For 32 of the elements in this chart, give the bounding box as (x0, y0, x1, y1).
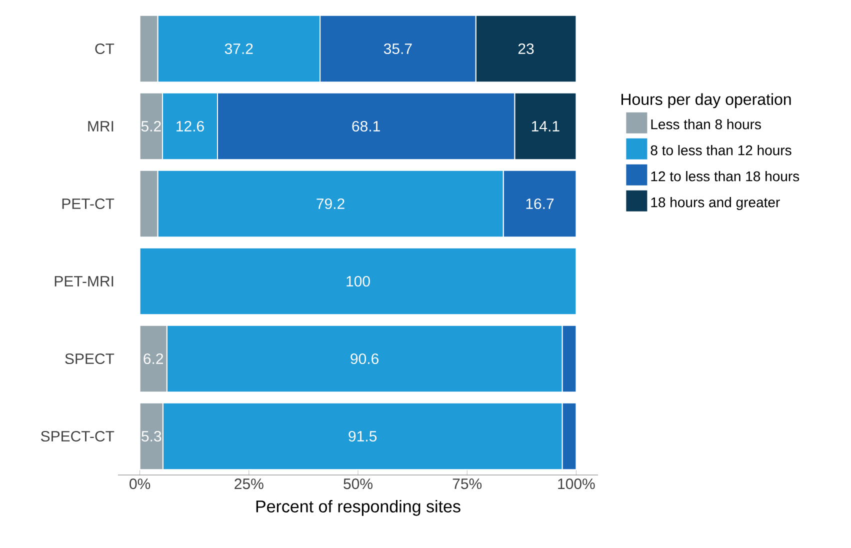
x-tick-label: 50% (344, 478, 372, 490)
x-tick-label: 75% (452, 478, 482, 490)
data-label: 79.2 (316, 198, 344, 210)
legend-label: Less than 8 hours (651, 119, 761, 130)
legend-label: 8 to less than 12 hours (650, 145, 792, 156)
y-tick-label: PET-MRI (54, 276, 114, 286)
y-tick-label: SPECT (65, 353, 114, 364)
data-label: 68.1 (352, 120, 380, 132)
data-label: 90.6 (350, 353, 378, 364)
data-label: 12.6 (176, 120, 204, 132)
legend-label: 18 hours and greater (651, 197, 780, 210)
data-label: 37.2 (224, 43, 253, 54)
x-axis-title: Percent of responding sites (256, 500, 460, 516)
x-tick-label: 0% (130, 478, 150, 490)
data-label: 5.2 (141, 120, 161, 132)
legend-title: Hours per day operation (622, 93, 791, 108)
data-label: 35.7 (384, 43, 412, 54)
data-label: 14.1 (532, 121, 560, 132)
x-tick-label: 25% (234, 478, 264, 490)
bar (139, 247, 577, 316)
y-tick-label: MRI (88, 121, 114, 132)
data-label: 16.7 (526, 198, 554, 210)
legend-label: 12 to less than 18 hours (651, 171, 800, 182)
data-label: 6.2 (144, 353, 164, 364)
data-label: 91.5 (348, 430, 377, 442)
y-tick-label: SPECT-CT (40, 430, 114, 442)
x-tick-label: 100% (558, 478, 595, 490)
y-tick-label: CT (95, 43, 114, 54)
y-tick-label: PET-CT (62, 198, 114, 210)
data-label: 100 (346, 276, 370, 287)
data-label: 5.3 (142, 430, 162, 442)
data-label: 23 (518, 43, 534, 54)
